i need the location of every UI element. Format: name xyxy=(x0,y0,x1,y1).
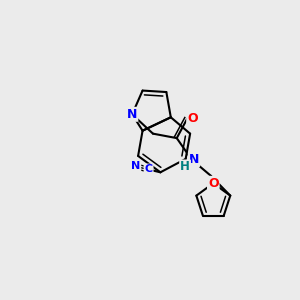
Text: H: H xyxy=(180,160,190,173)
Text: N: N xyxy=(131,161,140,171)
Text: N: N xyxy=(127,108,137,121)
Text: O: O xyxy=(208,177,219,190)
Text: N: N xyxy=(189,153,199,166)
Text: O: O xyxy=(187,112,198,125)
Text: C: C xyxy=(145,164,153,174)
